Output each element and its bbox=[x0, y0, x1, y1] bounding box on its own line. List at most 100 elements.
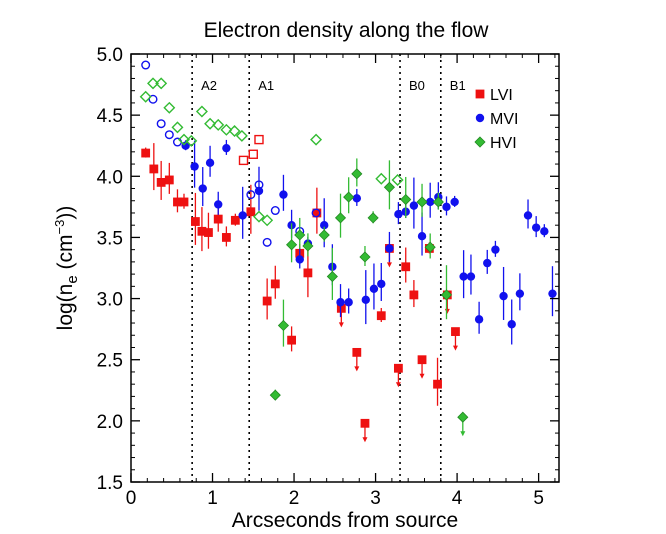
lvi-point bbox=[246, 207, 256, 217]
mvi-point bbox=[238, 211, 247, 220]
region-label-a2: A2 bbox=[201, 78, 217, 93]
lvi-point bbox=[287, 335, 297, 345]
mvi-point bbox=[417, 232, 427, 241]
mvi-point bbox=[344, 298, 353, 307]
hvi-point bbox=[294, 229, 306, 241]
mvi-point bbox=[352, 194, 362, 203]
lvi-open-point bbox=[254, 134, 264, 145]
mvi-point bbox=[531, 223, 541, 232]
mvi-point bbox=[394, 209, 403, 219]
hvi-open-point bbox=[178, 133, 190, 146]
mvi-point bbox=[499, 291, 508, 301]
legend-label-lvi: LVI bbox=[490, 87, 513, 104]
hvi-open-point bbox=[391, 173, 404, 186]
hvi-open-point bbox=[139, 90, 152, 103]
legend-marker-mvi bbox=[475, 113, 485, 123]
hvi-point bbox=[400, 193, 412, 206]
hvi-open-point bbox=[310, 133, 323, 146]
lvi-point bbox=[451, 327, 460, 336]
hvi-open-point bbox=[235, 129, 248, 142]
lvi-upper-limit-arrowhead bbox=[338, 322, 344, 328]
lvi-point bbox=[213, 214, 223, 224]
x-tick-label: 4 bbox=[452, 488, 463, 509]
lvi-open-point bbox=[238, 155, 249, 166]
lvi-upper-limit-arrowhead bbox=[386, 262, 392, 268]
mvi-open-point bbox=[246, 190, 256, 200]
legend-marker-hvi bbox=[474, 136, 486, 148]
mvi-point bbox=[515, 289, 525, 298]
mvi-point bbox=[459, 272, 468, 281]
mvi-point bbox=[377, 279, 386, 289]
region-label-b0: B0 bbox=[409, 78, 425, 93]
mvi-point bbox=[254, 186, 264, 196]
lvi-point bbox=[352, 347, 362, 357]
mvi-open-point bbox=[156, 119, 166, 129]
mvi-point bbox=[190, 162, 199, 171]
hvi-point bbox=[286, 239, 298, 251]
lvi-point bbox=[360, 418, 370, 428]
y-tick-label: 4.0 bbox=[97, 167, 123, 188]
region-label-a1: A1 bbox=[258, 78, 274, 93]
lvi-point bbox=[221, 233, 231, 242]
lvi-upper-limit-arrowhead bbox=[419, 373, 425, 379]
mvi-point bbox=[214, 200, 223, 209]
x-tick-label: 0 bbox=[126, 488, 137, 509]
hvi-open-point bbox=[220, 123, 233, 136]
chart-title: Electron density along the flow bbox=[204, 19, 490, 42]
hvi-open-point bbox=[212, 118, 225, 131]
y-axis-title: log(ne (cm−3)) bbox=[52, 206, 81, 331]
mvi-point bbox=[442, 202, 451, 212]
mvi-point bbox=[336, 298, 345, 307]
hvi-open-point bbox=[185, 134, 198, 147]
lvi-upper-limit-arrowhead bbox=[444, 308, 450, 314]
hvi-point bbox=[326, 270, 338, 283]
y-tick-label: 3.5 bbox=[97, 228, 123, 249]
legend-label-hvi: HVI bbox=[490, 135, 517, 152]
x-tick-label: 5 bbox=[533, 488, 544, 509]
lvi-point bbox=[270, 279, 280, 289]
mvi-open-point bbox=[311, 208, 321, 218]
y-axis-title-subscript: e bbox=[64, 275, 81, 283]
hvi-open-point bbox=[375, 172, 388, 185]
hvi-point bbox=[302, 240, 314, 252]
y-axis-title-main: log(n bbox=[54, 284, 77, 331]
lvi-point bbox=[401, 262, 411, 272]
lvi-upper-limit-arrowhead bbox=[362, 437, 368, 443]
lvi-point bbox=[141, 148, 151, 158]
x-axis-title: Arcseconds from source bbox=[232, 509, 458, 532]
lvi-point bbox=[179, 197, 189, 207]
legend-label-mvi: MVI bbox=[490, 111, 518, 128]
lvi-point bbox=[433, 379, 442, 389]
y-axis-title-superscript: −3 bbox=[52, 220, 67, 235]
y-tick-label: 4.5 bbox=[97, 106, 123, 127]
mvi-point bbox=[198, 184, 207, 193]
y-tick-label: 1.5 bbox=[97, 473, 123, 494]
hvi-upper-limit-arrowhead bbox=[460, 431, 466, 437]
y-tick-label: 2.5 bbox=[97, 351, 123, 372]
hvi-point bbox=[424, 241, 436, 253]
mvi-point bbox=[295, 255, 304, 264]
hvi-point bbox=[416, 196, 428, 208]
hvi-open-point bbox=[228, 125, 241, 138]
mvi-point bbox=[279, 190, 288, 199]
mvi-point bbox=[222, 143, 231, 153]
y-tick-label: 3.0 bbox=[97, 290, 123, 311]
y-tick-label: 5.0 bbox=[97, 45, 123, 66]
lvi-point bbox=[393, 363, 403, 373]
hvi-open-point bbox=[253, 210, 265, 223]
hvi-point bbox=[432, 196, 444, 208]
x-tick-label: 3 bbox=[370, 488, 381, 509]
lvi-point bbox=[149, 164, 159, 174]
hvi-open-point bbox=[163, 101, 176, 114]
lvi-point bbox=[204, 228, 213, 237]
mvi-open-point bbox=[262, 237, 272, 247]
mvi-point bbox=[507, 320, 516, 329]
lvi-upper-limit-arrowhead bbox=[395, 382, 401, 388]
hvi-point bbox=[457, 411, 469, 423]
region-label-b1: B1 bbox=[450, 78, 466, 93]
hvi-point bbox=[318, 229, 330, 241]
lvi-point bbox=[417, 355, 427, 365]
mvi-open-point bbox=[164, 130, 174, 140]
mvi-point bbox=[409, 201, 419, 210]
y-axis-title-close: )) bbox=[54, 206, 77, 220]
